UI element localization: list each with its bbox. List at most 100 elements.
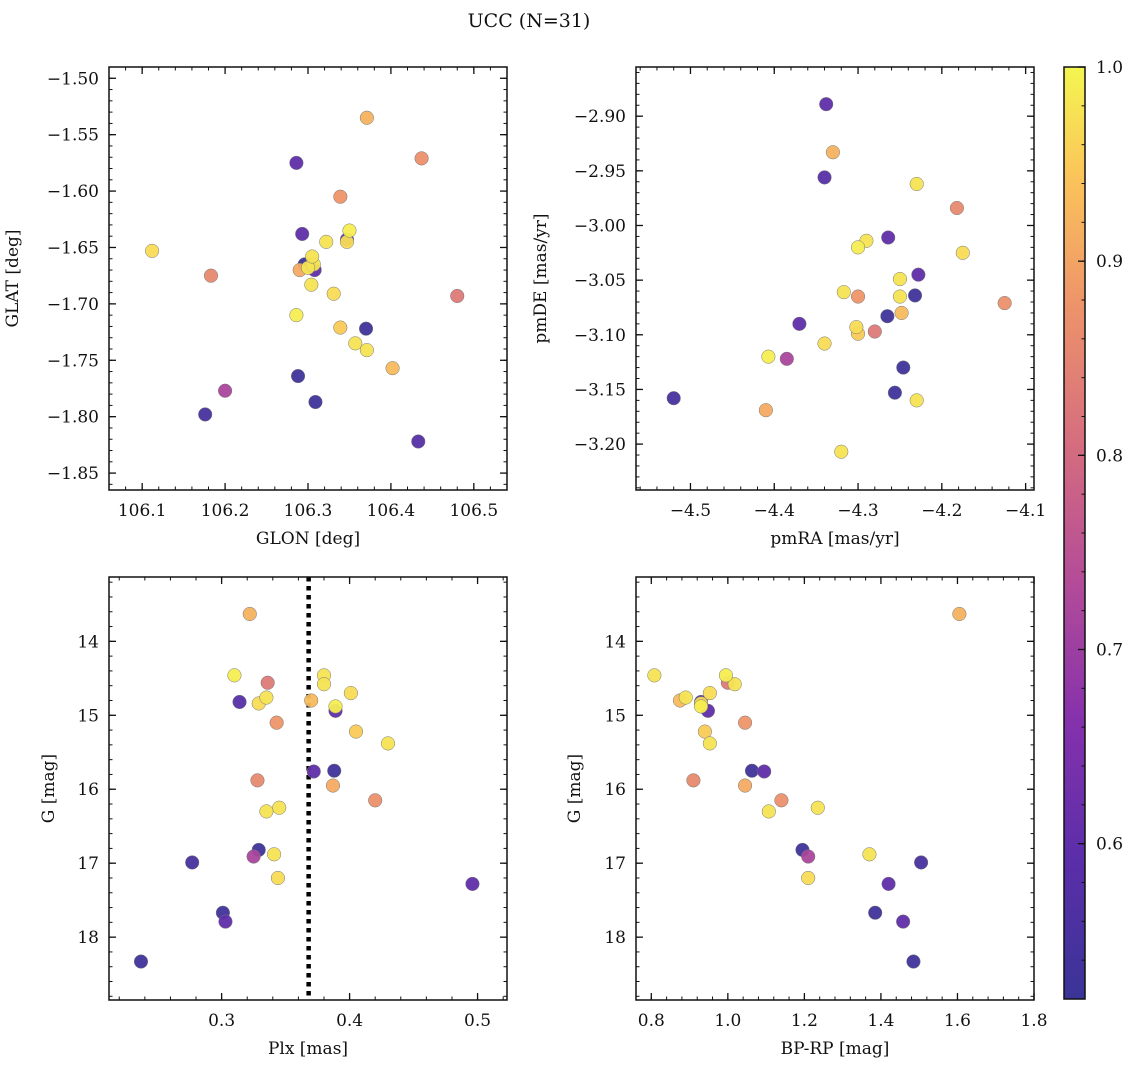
x-tick-label: 1.4 xyxy=(867,1011,894,1031)
axes-frame xyxy=(108,576,508,1001)
x-tick-label: −4.2 xyxy=(921,501,962,521)
axes-frame xyxy=(635,576,1035,1001)
data-point xyxy=(892,289,907,304)
data-point xyxy=(666,391,681,406)
data-point xyxy=(291,369,306,384)
data-point xyxy=(218,914,233,929)
data-point xyxy=(718,668,733,683)
data-point xyxy=(819,97,834,112)
data-point xyxy=(779,351,794,366)
x-tick-label: 1.6 xyxy=(944,1011,971,1031)
y-axis-label: GLAT [deg] xyxy=(3,229,23,327)
data-point xyxy=(952,606,967,622)
data-point xyxy=(289,155,304,170)
data-point xyxy=(250,773,265,788)
data-point xyxy=(686,773,701,788)
data-point xyxy=(697,724,712,739)
colorbar-tick-label: 1.0 xyxy=(1096,58,1123,78)
y-tick-label: 17 xyxy=(604,854,626,874)
y-tick-label: −1.50 xyxy=(47,69,99,89)
data-point xyxy=(738,778,753,793)
y-tick-label: −3.20 xyxy=(574,435,626,455)
data-point xyxy=(227,668,242,683)
x-tick-label: −4.4 xyxy=(754,501,795,521)
data-point xyxy=(647,668,662,683)
data-point xyxy=(738,715,753,730)
x-tick-label: 0.5 xyxy=(464,1011,491,1031)
y-axis-label: pmDE [mas/yr] xyxy=(531,213,551,343)
panel-2: −4.5 −4.4 −4.3 −4.2 −4.1 −3.20 −3.15 −3.10 −3.05… xyxy=(531,66,1046,549)
panels: 106.1 106.2 106.3 106.4 106.5 −1.85 −1.80 −1.75… xyxy=(3,66,1048,1059)
data-point xyxy=(774,793,789,808)
data-point xyxy=(907,288,923,303)
y-tick-label: 15 xyxy=(604,706,626,726)
y-tick-label: −1.75 xyxy=(47,351,99,371)
data-point xyxy=(203,268,219,283)
data-point xyxy=(272,800,287,815)
x-axis-label: Plx [mas] xyxy=(268,1039,348,1059)
y-tick-label: −1.55 xyxy=(47,126,99,146)
x-tick-label: 106.3 xyxy=(284,501,333,521)
data-point xyxy=(887,385,902,400)
x-tick-label: 106.5 xyxy=(449,501,498,521)
data-point xyxy=(881,230,896,245)
data-point xyxy=(894,305,909,320)
y-tick-label: −1.70 xyxy=(47,295,99,315)
x-tick-label: 0.8 xyxy=(638,1011,665,1031)
y-tick-label: −1.85 xyxy=(47,464,99,484)
data-point xyxy=(892,271,907,287)
x-tick-label: 1.8 xyxy=(1020,1011,1047,1031)
data-point xyxy=(810,800,825,815)
y-tick-label: 16 xyxy=(604,780,626,800)
data-point xyxy=(358,321,374,336)
data-point xyxy=(328,699,343,714)
data-point xyxy=(801,849,816,864)
data-point xyxy=(906,954,921,969)
x-tick-label: 106.2 xyxy=(201,501,250,521)
data-point xyxy=(758,403,773,418)
data-point xyxy=(761,804,776,819)
data-point xyxy=(868,905,883,920)
data-point xyxy=(385,361,400,376)
data-point xyxy=(380,736,396,751)
x-tick-label: −4.1 xyxy=(1005,501,1046,521)
data-point xyxy=(319,234,334,249)
data-point xyxy=(881,876,896,891)
y-tick-label: 14 xyxy=(604,632,626,652)
data-point xyxy=(867,324,882,339)
data-point xyxy=(304,277,319,292)
data-point xyxy=(198,407,213,422)
colorbar-tick-label: 0.6 xyxy=(1096,835,1123,855)
y-tick-label: −1.65 xyxy=(47,238,99,258)
y-axis-label: G [mag] xyxy=(39,754,59,823)
data-point xyxy=(246,849,261,864)
data-point xyxy=(817,170,832,185)
data-point xyxy=(348,336,363,351)
data-point xyxy=(850,240,866,255)
y-tick-label: 15 xyxy=(77,706,99,726)
x-tick-label: 0.3 xyxy=(208,1011,235,1031)
y-tick-label: 14 xyxy=(77,632,99,652)
data-point xyxy=(304,693,319,708)
data-point xyxy=(185,855,200,870)
y-tick-label: −1.80 xyxy=(47,408,99,428)
data-point xyxy=(289,308,304,323)
data-point xyxy=(269,715,284,730)
data-point xyxy=(834,444,849,459)
data-point xyxy=(801,870,816,886)
colorbar: 0.6 0.7 0.8 0.9 1.0 xyxy=(1063,58,1123,1000)
x-axis-label: BP-RP [mag] xyxy=(781,1039,890,1059)
data-point xyxy=(326,286,341,301)
data-point xyxy=(949,200,964,216)
data-point xyxy=(333,189,348,204)
data-point xyxy=(997,296,1012,311)
panel-4: 0.8 1.0 1.2 1.4 1.6 1.8 14 15 16 17 18 BP-RP [mag] G… xyxy=(565,576,1048,1059)
y-tick-label: −2.90 xyxy=(574,107,626,127)
data-point xyxy=(270,870,285,886)
y-tick-label: −3.15 xyxy=(574,380,626,400)
y-tick-label: 18 xyxy=(77,928,99,948)
data-point xyxy=(909,393,924,408)
data-point xyxy=(145,243,160,258)
data-point xyxy=(911,267,926,282)
data-point xyxy=(955,245,970,260)
